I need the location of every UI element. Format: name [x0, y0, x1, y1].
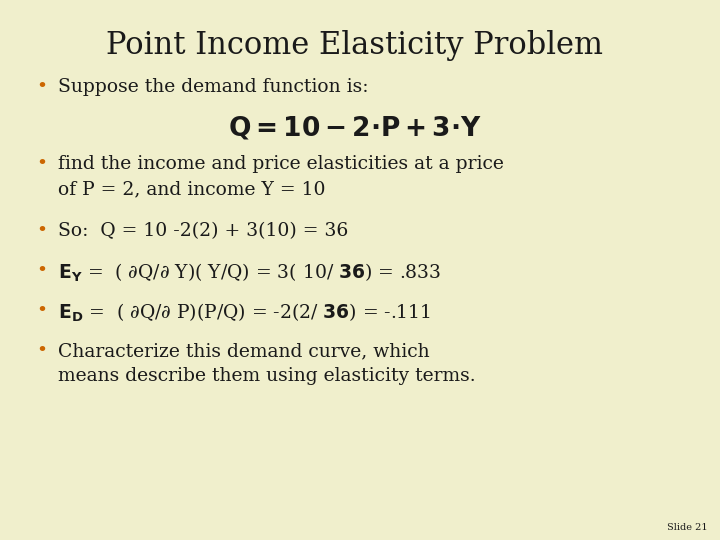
Text: find the income and price elasticities at a price
of P = 2, and income Y = 10: find the income and price elasticities a…: [58, 155, 504, 198]
Text: So:  Q = 10 -2(2) + 3(10) = 36: So: Q = 10 -2(2) + 3(10) = 36: [58, 222, 348, 240]
Text: $\mathbf{E_Y}$ =  ( ∂Q/∂ Y)( Y/Q) = 3( 10/ $\mathbf{36}$) = .833: $\mathbf{E_Y}$ = ( ∂Q/∂ Y)( Y/Q) = 3( 10…: [58, 262, 441, 284]
Text: •: •: [37, 78, 48, 96]
Text: •: •: [37, 155, 48, 173]
Text: $\mathbf{Q = 10 - 2{\bullet}P + 3{\bullet}Y}$: $\mathbf{Q = 10 - 2{\bullet}P + 3{\bulle…: [228, 114, 482, 141]
Text: $\mathbf{E_D}$ =  ( ∂Q/∂ P)(P/Q) = -2(2/ $\mathbf{36}$) = -.111: $\mathbf{E_D}$ = ( ∂Q/∂ P)(P/Q) = -2(2/ …: [58, 302, 431, 325]
Text: •: •: [37, 302, 48, 320]
Text: Point Income Elasticity Problem: Point Income Elasticity Problem: [107, 30, 603, 61]
Text: Slide 21: Slide 21: [667, 523, 708, 532]
Text: Characterize this demand curve, which
means describe them using elasticity terms: Characterize this demand curve, which me…: [58, 342, 476, 385]
Text: •: •: [37, 342, 48, 360]
Text: •: •: [37, 262, 48, 280]
Text: Suppose the demand function is:: Suppose the demand function is:: [58, 78, 369, 96]
Text: •: •: [37, 222, 48, 240]
